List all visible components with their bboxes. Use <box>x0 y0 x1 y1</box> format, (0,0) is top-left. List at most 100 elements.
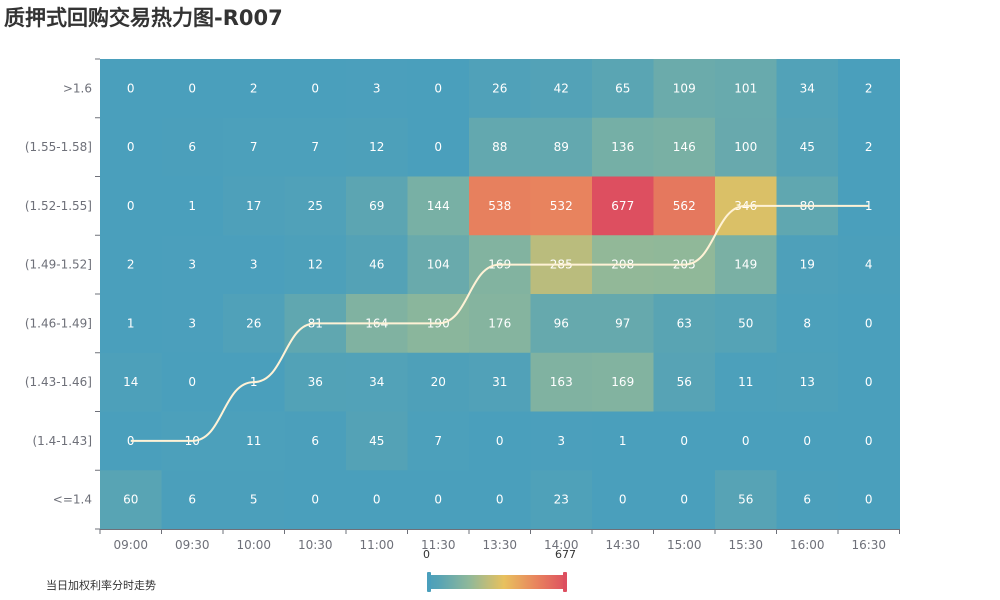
heatmap-cell[interactable] <box>346 117 408 177</box>
heatmap-cell[interactable] <box>653 470 716 530</box>
heatmap-cell[interactable] <box>284 59 347 119</box>
heatmap-cell[interactable] <box>223 176 285 236</box>
heatmap-cell[interactable] <box>530 117 593 177</box>
heatmap-cell[interactable] <box>100 117 162 177</box>
heatmap-cell[interactable] <box>530 352 593 412</box>
heatmap-cell[interactable] <box>653 176 716 236</box>
heatmap-cell[interactable] <box>715 117 777 177</box>
heatmap-cell[interactable] <box>592 59 654 119</box>
heatmap-cell[interactable] <box>346 470 408 530</box>
heatmap-cell[interactable] <box>592 352 654 412</box>
heatmap-cell[interactable] <box>715 235 777 295</box>
heatmap-cell[interactable] <box>715 59 777 119</box>
heatmap-cell[interactable] <box>223 235 285 295</box>
heatmap-cell[interactable] <box>653 59 716 119</box>
heatmap-cell[interactable] <box>653 294 716 354</box>
heatmap-cell[interactable] <box>407 59 470 119</box>
heatmap-cell[interactable] <box>161 117 224 177</box>
heatmap-cell[interactable] <box>161 470 224 530</box>
heatmap-cell[interactable] <box>469 117 531 177</box>
heatmap-cell[interactable] <box>469 59 531 119</box>
heatmap-cell[interactable] <box>100 294 162 354</box>
heatmap-cell[interactable] <box>161 235 224 295</box>
heatmap-cell[interactable] <box>284 352 347 412</box>
heatmap-cell[interactable] <box>776 59 839 119</box>
trend-legend-label[interactable]: 当日加权利率分时走势 <box>46 579 156 592</box>
heatmap-cell[interactable] <box>223 470 285 530</box>
heatmap-cells <box>100 59 900 530</box>
heatmap-cell[interactable] <box>161 294 224 354</box>
visual-map-handle-min[interactable] <box>427 572 431 592</box>
heatmap-cell[interactable] <box>776 294 839 354</box>
heatmap-cell[interactable] <box>223 59 285 119</box>
cell-value-label: 4 <box>865 258 873 272</box>
cell-labels: 0 0 2 0 3 0 26 42 65 109 101 34 20 6 7 7 12 0 88 89 136 146 10… <box>123 81 872 506</box>
heatmap-cell[interactable] <box>161 352 224 412</box>
heatmap-cell[interactable] <box>592 470 654 530</box>
cell-value-label: 42 <box>554 81 569 95</box>
heatmap-cell[interactable] <box>530 411 593 471</box>
heatmap-cell[interactable] <box>592 117 654 177</box>
heatmap-cell[interactable] <box>100 352 162 412</box>
heatmap-cell[interactable] <box>407 117 470 177</box>
heatmap-cell[interactable] <box>469 470 531 530</box>
heatmap-cell[interactable] <box>838 470 900 530</box>
heatmap-cell[interactable] <box>407 470 470 530</box>
heatmap-cell[interactable] <box>838 411 900 471</box>
heatmap-cell[interactable] <box>715 352 777 412</box>
heatmap-cell[interactable] <box>469 411 531 471</box>
heatmap-cell[interactable] <box>284 411 347 471</box>
heatmap-cell[interactable] <box>407 235 470 295</box>
heatmap-cell[interactable] <box>715 470 777 530</box>
trend-line[interactable] <box>130 204 869 442</box>
heatmap-cell[interactable] <box>592 411 654 471</box>
heatmap-cell[interactable] <box>469 352 531 412</box>
heatmap-cell[interactable] <box>346 411 408 471</box>
heatmap-cell[interactable] <box>653 352 716 412</box>
heatmap-cell[interactable] <box>407 411 470 471</box>
heatmap-cell[interactable] <box>100 235 162 295</box>
heatmap-cell[interactable] <box>530 176 593 236</box>
heatmap-cell[interactable] <box>284 176 347 236</box>
heatmap-cell[interactable] <box>346 59 408 119</box>
heatmap-cell[interactable] <box>776 235 839 295</box>
heatmap-cell[interactable] <box>346 235 408 295</box>
heatmap-cell[interactable] <box>530 470 593 530</box>
visual-map-slider[interactable] <box>427 572 567 592</box>
heatmap-cell[interactable] <box>469 294 531 354</box>
heatmap-cell[interactable] <box>653 117 716 177</box>
heatmap-cell[interactable] <box>776 470 839 530</box>
heatmap-cell[interactable] <box>161 176 224 236</box>
heatmap-cell[interactable] <box>346 176 408 236</box>
visual-map-handle-max[interactable] <box>563 572 567 592</box>
heatmap-cell[interactable] <box>284 117 347 177</box>
heatmap-cell[interactable] <box>530 294 593 354</box>
heatmap-cell[interactable] <box>407 352 470 412</box>
heatmap-cell[interactable] <box>223 117 285 177</box>
heatmap-cell[interactable] <box>838 352 900 412</box>
heatmap-cell[interactable] <box>100 470 162 530</box>
heatmap-cell[interactable] <box>776 117 839 177</box>
heatmap-cell[interactable] <box>407 176 470 236</box>
heatmap-cell[interactable] <box>592 176 654 236</box>
heatmap-cell[interactable] <box>653 411 716 471</box>
heatmap-cell[interactable] <box>100 59 162 119</box>
heatmap-cell[interactable] <box>284 470 347 530</box>
heatmap-cell[interactable] <box>223 294 285 354</box>
heatmap-cell[interactable] <box>284 235 347 295</box>
heatmap-cell[interactable] <box>838 294 900 354</box>
heatmap-cell[interactable] <box>469 176 531 236</box>
heatmap-cell[interactable] <box>161 59 224 119</box>
heatmap-cell[interactable] <box>715 294 777 354</box>
heatmap-cell[interactable] <box>838 59 900 119</box>
heatmap-cell[interactable] <box>346 352 408 412</box>
heatmap-cell[interactable] <box>100 176 162 236</box>
heatmap-cell[interactable] <box>838 235 900 295</box>
heatmap-cell[interactable] <box>838 117 900 177</box>
heatmap-cell[interactable] <box>776 411 839 471</box>
heatmap-cell[interactable] <box>530 59 593 119</box>
heatmap-cell[interactable] <box>223 411 285 471</box>
heatmap-cell[interactable] <box>715 411 777 471</box>
heatmap-cell[interactable] <box>592 294 654 354</box>
heatmap-cell[interactable] <box>776 352 839 412</box>
